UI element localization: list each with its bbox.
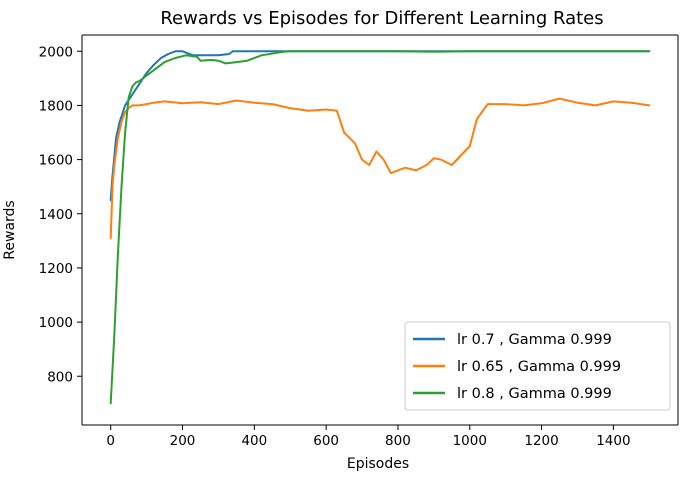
legend-label-2: lr 0.8 , Gamma 0.999: [457, 386, 612, 402]
x-tick-label: 600: [313, 433, 339, 449]
series-line-2: [109, 50, 651, 405]
series-line-1: [109, 97, 651, 240]
series-line-0: [109, 50, 651, 202]
y-tick-label: 1000: [39, 315, 73, 331]
y-tick-label: 1200: [39, 261, 73, 277]
x-tick-label: 400: [241, 433, 267, 449]
x-tick-label: 1000: [453, 433, 487, 449]
legend: lr 0.7 , Gamma 0.999 lr 0.65 , Gamma 0.99…: [404, 321, 671, 411]
y-ticks: 800 1000 1200 1400 1600 1800 2000: [39, 44, 82, 385]
x-tick-label: 1400: [596, 433, 630, 449]
legend-label-0: lr 0.7 , Gamma 0.999: [457, 332, 612, 348]
legend-label-1: lr 0.65 , Gamma 0.999: [457, 359, 621, 375]
y-tick-label: 1600: [39, 153, 73, 169]
x-tick-label: 200: [170, 433, 196, 449]
y-tick-label: 2000: [39, 44, 73, 60]
y-axis-label: Rewards: [2, 200, 18, 259]
x-tick-label: 800: [385, 433, 411, 449]
x-axis-label: Episodes: [347, 456, 409, 472]
y-tick-label: 1400: [39, 207, 73, 223]
y-tick-label: 1800: [39, 98, 73, 114]
x-tick-label: 1200: [524, 433, 558, 449]
chart-title: Rewards vs Episodes for Different Learni…: [160, 8, 603, 29]
x-tick-label: 0: [106, 433, 115, 449]
legend-box: [404, 321, 671, 411]
series-layer: [109, 50, 651, 405]
y-tick-label: 800: [47, 369, 73, 385]
x-ticks: 0 200 400 600 800 1000 1200 1400: [106, 425, 631, 449]
